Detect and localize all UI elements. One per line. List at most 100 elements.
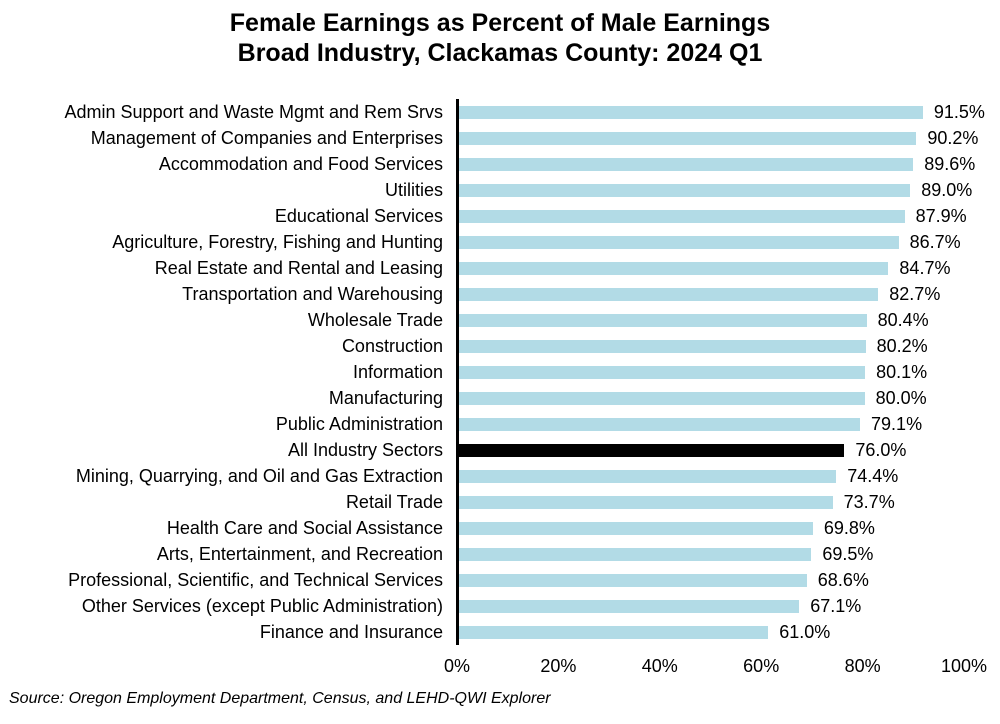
value-label: 80.2% <box>876 335 928 356</box>
bar-track: 76.0% <box>456 437 1000 463</box>
bar-row: All Industry Sectors 76.0% <box>0 437 1000 463</box>
bar <box>459 209 905 223</box>
value-label: 87.9% <box>915 205 967 226</box>
chart-title-line1: Female Earnings as Percent of Male Earni… <box>229 9 771 37</box>
bar-row: Information 80.1% <box>0 359 1000 385</box>
bar <box>459 417 861 431</box>
value-label: 76.0% <box>855 439 907 460</box>
category-label: Health Care and Social Assistance <box>166 517 443 538</box>
bar-track: 91.5% <box>456 99 1000 125</box>
category-label: Finance and Insurance <box>259 621 443 642</box>
bar-track: 89.6% <box>456 151 1000 177</box>
bar-row: Public Administration 79.1% <box>0 411 1000 437</box>
bar-track: 67.1% <box>456 593 1000 619</box>
bar-track: 80.1% <box>456 359 1000 385</box>
bar <box>459 495 833 509</box>
bar-track: 80.2% <box>456 333 1000 359</box>
x-axis-tick-label: 40% <box>641 656 678 676</box>
x-axis-tick-label: 60% <box>743 656 780 676</box>
bar-track: 80.0% <box>456 385 1000 411</box>
category-label: Professional, Scientific, and Technical … <box>68 569 443 590</box>
bar <box>459 339 866 353</box>
value-label: 69.8% <box>823 517 875 538</box>
chart-title-line2: Broad Industry, Clackamas County: 2024 Q… <box>237 39 763 67</box>
bar-track: 90.2% <box>456 125 1000 151</box>
bar-row: Other Services (except Public Administra… <box>0 593 1000 619</box>
chart-title: Female Earnings as Percent of Male Earni… <box>0 8 1000 68</box>
value-label: 67.1% <box>810 595 862 616</box>
bar-row: Manufacturing 80.0% <box>0 385 1000 411</box>
bar <box>459 573 807 587</box>
x-axis-tick-label: 0% <box>443 656 471 676</box>
bar <box>459 131 917 145</box>
category-label: Educational Services <box>274 205 443 226</box>
value-label: 80.1% <box>876 361 928 382</box>
bar-row: Finance and Insurance 61.0% <box>0 619 1000 645</box>
highlight-bar <box>459 443 845 457</box>
value-label: 61.0% <box>779 621 831 642</box>
bar-row: Arts, Entertainment, and Recreation 69.5% <box>0 541 1000 567</box>
value-label: 82.7% <box>889 283 941 304</box>
x-axis-tick-label: 100% <box>940 656 988 676</box>
x-axis-tick-labels: 0% 20% 40% 60% 80% 100% <box>444 656 987 680</box>
bar-track: 82.7% <box>456 281 1000 307</box>
bar-row: Utilities 89.0% <box>0 177 1000 203</box>
bar <box>459 183 911 197</box>
category-label: All Industry Sectors <box>287 439 443 460</box>
bar <box>459 521 813 535</box>
value-label: 79.1% <box>871 413 923 434</box>
category-label: Manufacturing <box>328 387 443 408</box>
value-label: 86.7% <box>909 231 961 252</box>
bar-track: 69.8% <box>456 515 1000 541</box>
category-label: Mining, Quarrying, and Oil and Gas Extra… <box>75 465 443 486</box>
bar-track: 68.6% <box>456 567 1000 593</box>
value-label: 90.2% <box>927 127 979 148</box>
bar-row: Admin Support and Waste Mgmt and Rem Srv… <box>0 99 1000 125</box>
bar <box>459 625 769 639</box>
value-label: 89.6% <box>924 153 976 174</box>
bar-row: Wholesale Trade 80.4% <box>0 307 1000 333</box>
bar-row: Real Estate and Rental and Leasing 84.7% <box>0 255 1000 281</box>
bar <box>459 469 837 483</box>
category-label: Retail Trade <box>345 491 443 512</box>
bar <box>459 287 879 301</box>
bar-track: 86.7% <box>456 229 1000 255</box>
x-axis-tick-label: 80% <box>844 656 881 676</box>
value-label: 80.4% <box>877 309 929 330</box>
category-label: Management of Companies and Enterprises <box>90 127 443 148</box>
bar <box>459 547 812 561</box>
bar-track: 73.7% <box>456 489 1000 515</box>
category-label: Information <box>352 361 443 382</box>
category-label: Other Services (except Public Administra… <box>81 595 443 616</box>
category-label: Wholesale Trade <box>307 309 443 330</box>
bar <box>459 235 899 249</box>
category-label: Public Administration <box>275 413 443 434</box>
bar-row: Agriculture, Forestry, Fishing and Hunti… <box>0 229 1000 255</box>
bar <box>459 157 914 171</box>
bar-chart-plot-area: Admin Support and Waste Mgmt and Rem Srv… <box>0 99 1000 645</box>
bar-row: Mining, Quarrying, and Oil and Gas Extra… <box>0 463 1000 489</box>
category-label: Transportation and Warehousing <box>182 283 443 304</box>
value-label: 69.5% <box>822 543 874 564</box>
bar-row: Transportation and Warehousing 82.7% <box>0 281 1000 307</box>
value-label: 91.5% <box>933 101 985 122</box>
bar <box>459 261 889 275</box>
category-label: Agriculture, Forestry, Fishing and Hunti… <box>112 231 443 252</box>
bar-track: 84.7% <box>456 255 1000 281</box>
bar-track: 61.0% <box>456 619 1000 645</box>
bar-row: Accommodation and Food Services 89.6% <box>0 151 1000 177</box>
bar-row: Retail Trade 73.7% <box>0 489 1000 515</box>
bar-row: Construction 80.2% <box>0 333 1000 359</box>
category-label: Accommodation and Food Services <box>158 153 443 174</box>
bar <box>459 313 867 327</box>
bar-track: 69.5% <box>456 541 1000 567</box>
bar-track: 80.4% <box>456 307 1000 333</box>
bar <box>459 365 866 379</box>
x-axis-tick-label: 20% <box>540 656 577 676</box>
value-label: 73.7% <box>843 491 895 512</box>
value-label: 84.7% <box>899 257 951 278</box>
category-label: Arts, Entertainment, and Recreation <box>156 543 443 564</box>
value-label: 89.0% <box>921 179 973 200</box>
category-label: Utilities <box>384 179 443 200</box>
bar <box>459 391 865 405</box>
